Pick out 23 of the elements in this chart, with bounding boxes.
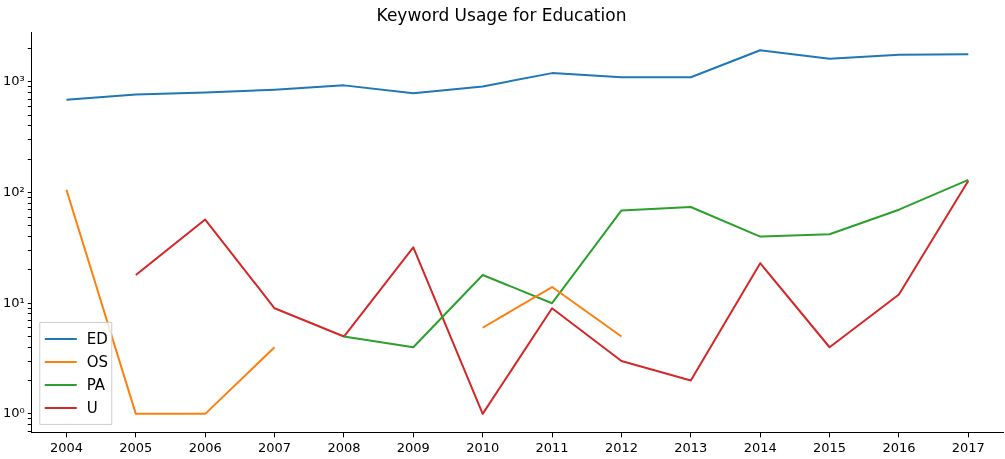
y-tick-label: 10³ <box>2 73 25 89</box>
legend-label: U <box>86 398 98 417</box>
x-tick-label: 2015 <box>813 439 847 455</box>
x-tick-label: 2011 <box>535 439 569 455</box>
x-tick-label: 2017 <box>951 439 985 455</box>
y-tick-label: 10¹ <box>2 294 25 310</box>
x-tick-label: 2007 <box>258 439 292 455</box>
x-tick-label: 2005 <box>119 439 153 455</box>
legend-label: PA <box>86 375 106 394</box>
x-tick-label: 2010 <box>466 439 500 455</box>
x-tick-label: 2012 <box>604 439 638 455</box>
x-tick-label: 2014 <box>743 439 777 455</box>
x-tick-label: 2013 <box>674 439 708 455</box>
x-tick-label: 2008 <box>327 439 361 455</box>
x-tick-label: 2009 <box>396 439 430 455</box>
x-tick-label: 2004 <box>49 439 83 455</box>
y-tick-label: 10² <box>2 183 25 199</box>
legend-label: ED <box>86 329 108 348</box>
y-tick-label: 10⁰ <box>2 405 25 421</box>
x-tick-label: 2006 <box>188 439 222 455</box>
chart-title: Keyword Usage for Education <box>376 4 627 25</box>
x-tick-label: 2016 <box>882 439 916 455</box>
legend-label: OS <box>86 352 109 371</box>
